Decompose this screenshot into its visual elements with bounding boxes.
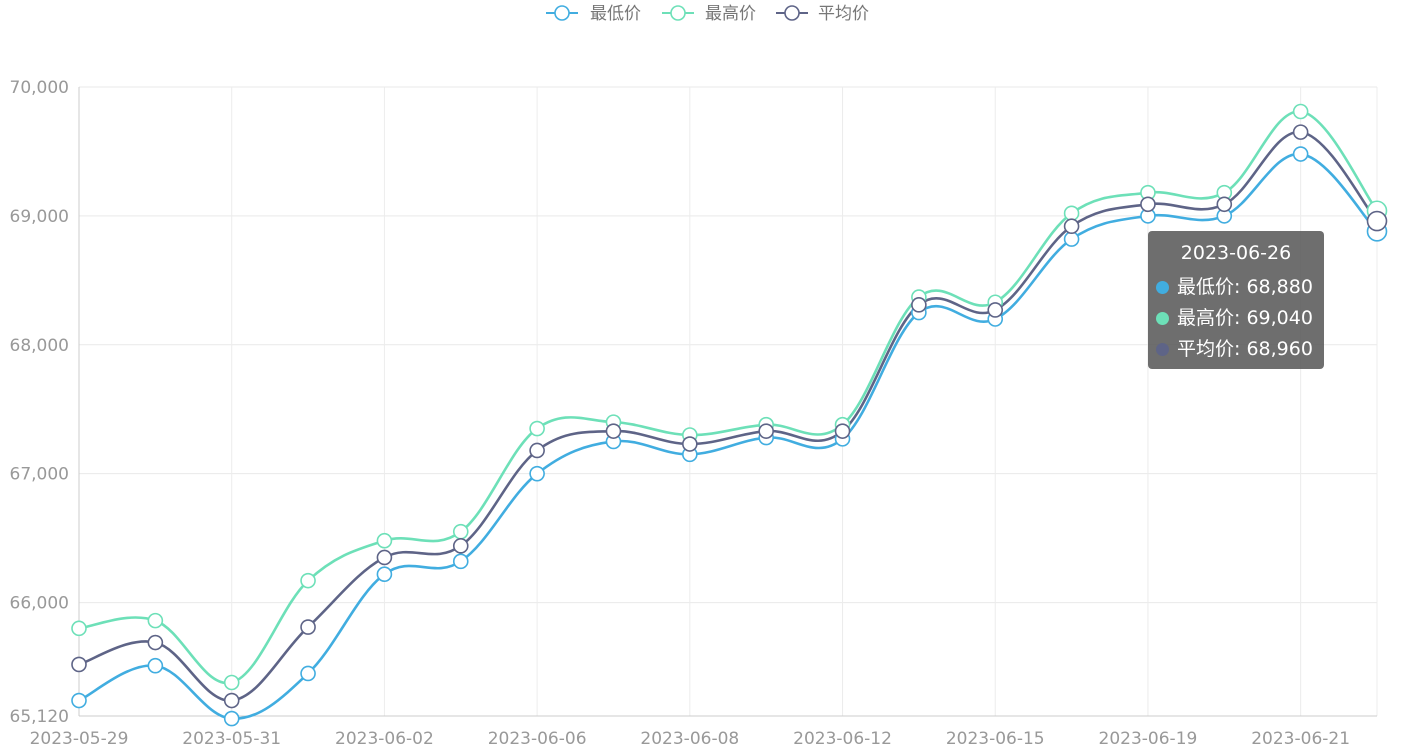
data-point-high	[147, 612, 164, 629]
data-point-high	[452, 523, 469, 540]
tooltip-high-text: 最高价: 69,040	[1177, 307, 1313, 329]
data-point-avg	[758, 423, 774, 439]
data-point-avg	[376, 549, 393, 566]
data-point-avg	[987, 302, 1004, 318]
x-tick-label: 2023-06-12	[793, 729, 892, 749]
tooltip-avg-text: 平均价: 68,960	[1177, 338, 1313, 360]
data-point-avg	[1063, 218, 1080, 235]
y-tick-label: 70,000	[10, 78, 69, 98]
data-point-avg	[1140, 196, 1156, 213]
tooltip-date: 2023-06-26	[1180, 242, 1292, 264]
tooltip-avg-dot-icon	[1156, 343, 1169, 356]
x-tick-label: 2023-06-06	[488, 729, 587, 749]
data-point-low	[452, 553, 469, 570]
tooltip-high-dot-icon	[1156, 312, 1169, 325]
tooltip-row-low: 最低价: 68,880	[1156, 272, 1324, 303]
data-point-low	[71, 692, 87, 709]
tooltip-low-text: 最低价: 68,880	[1177, 276, 1313, 298]
data-point-avg	[911, 297, 927, 313]
data-point-avg	[452, 538, 469, 554]
x-tick-label: 2023-06-02	[335, 729, 434, 749]
x-tick-label: 2023-06-19	[1099, 729, 1198, 749]
x-tick-label: 2023-06-21	[1251, 729, 1350, 749]
data-point-avg	[1292, 124, 1309, 140]
data-point-high	[300, 572, 316, 589]
data-point-low	[1292, 146, 1309, 162]
legend-low-label: 最低价	[590, 4, 641, 24]
data-point-low	[300, 665, 316, 682]
y-tick-label: 68,000	[10, 336, 69, 356]
data-point-avg	[223, 692, 240, 709]
data-point-low	[223, 710, 240, 727]
tooltip-row-high: 最高价: 69,040	[1156, 303, 1324, 334]
data-point-low	[529, 465, 545, 482]
data-point-low	[1063, 231, 1080, 247]
data-point-avg	[682, 436, 698, 452]
y-tick-label: 65,120	[10, 707, 69, 727]
legend-avg-marker-icon	[784, 5, 800, 21]
data-point-low	[147, 657, 164, 674]
series-line-avg	[78, 130, 1378, 702]
legend-low-marker-icon	[554, 5, 570, 21]
x-tick-label: 2023-06-08	[640, 729, 739, 749]
legend-high-marker-icon	[670, 5, 686, 21]
x-tick-label: 2023-05-29	[30, 729, 129, 749]
y-tick-label: 67,000	[10, 465, 69, 485]
chart-tooltip: 2023-06-26 最低价: 68,880 最高价: 69,040 平均价: …	[1148, 231, 1324, 369]
data-point-avg	[71, 656, 87, 673]
data-point-low	[376, 566, 393, 583]
data-point-high	[223, 674, 240, 691]
data-point-avg	[529, 442, 545, 459]
data-point-high	[529, 420, 545, 437]
legend-high-label: 最高价	[705, 4, 756, 24]
x-tick-label: 2023-05-31	[182, 729, 281, 749]
data-point-high	[71, 620, 87, 637]
y-tick-label: 66,000	[10, 594, 69, 614]
data-point-avg	[300, 619, 316, 635]
data-point-avg	[1216, 196, 1233, 213]
data-point-avg	[605, 423, 622, 439]
data-point-avg	[1366, 210, 1388, 232]
tooltip-low-dot-icon	[1156, 281, 1169, 294]
data-point-high	[376, 532, 393, 549]
data-point-avg	[834, 423, 851, 439]
legend-avg-label: 平均价	[818, 4, 869, 24]
series-line-high	[78, 110, 1379, 685]
data-point-high	[1292, 103, 1309, 120]
tooltip-row-avg: 平均价: 68,960	[1156, 334, 1324, 365]
data-point-avg	[147, 634, 164, 651]
x-tick-label: 2023-06-15	[946, 729, 1045, 749]
data-point-high	[1063, 205, 1080, 222]
y-tick-label: 69,000	[10, 207, 69, 227]
